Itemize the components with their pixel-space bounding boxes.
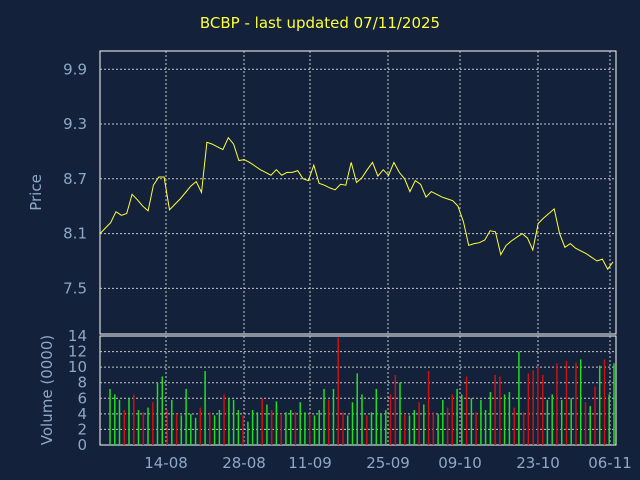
x-tick-label: 11-09 (288, 454, 332, 472)
price-axis-title: Price (27, 174, 45, 211)
volume-tick-label: 0 (77, 436, 87, 454)
price-line (99, 136, 614, 271)
price-tick-label: 7.5 (63, 279, 87, 297)
price-tick-label: 9.3 (63, 115, 87, 133)
volume-tick-label: 6 (77, 389, 87, 407)
volume-tick-label: 4 (77, 405, 87, 423)
price-panel-frame (99, 50, 617, 335)
price-tick-label: 9.9 (63, 60, 87, 78)
price-tick-label: 8.1 (63, 225, 87, 243)
volume-tick-label: 8 (77, 374, 87, 392)
price-tick-label: 8.7 (63, 170, 87, 188)
chart-title: BCBP - last updated 07/11/2025 (199, 14, 441, 32)
volume-tick-label: 12 (68, 343, 87, 361)
x-tick-label: 14-08 (144, 454, 188, 472)
x-tick-label: 28-08 (222, 454, 266, 472)
volume-panel-frame (99, 335, 617, 446)
x-tick-label: 09-10 (438, 454, 482, 472)
volume-tick-label: 2 (77, 420, 87, 438)
x-tick-label: 25-09 (366, 454, 410, 472)
x-tick-label: 06-11 (588, 454, 632, 472)
volume-tick-label: 14 (68, 327, 87, 345)
x-tick-label: 23-10 (516, 454, 560, 472)
volume-axis-title: Volume (0000) (38, 335, 56, 445)
volume-tick-label: 10 (68, 358, 87, 376)
